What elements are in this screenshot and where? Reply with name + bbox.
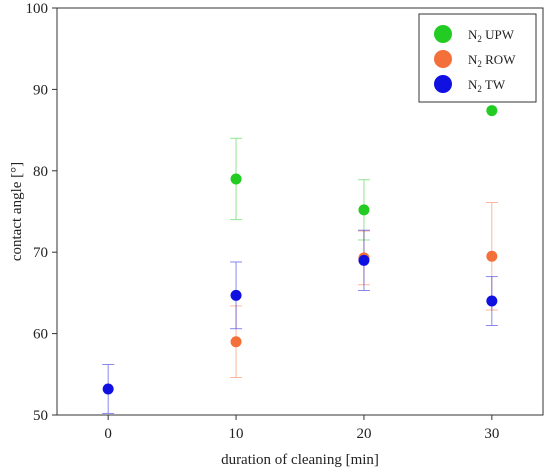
data-point (486, 250, 498, 262)
data-point (486, 105, 498, 117)
data-point (230, 289, 242, 301)
plot-frame (56, 7, 544, 416)
data-point (358, 254, 370, 266)
x-tick-label: 20 (356, 426, 371, 442)
data-point (486, 295, 498, 307)
legend-label: N2 UPW (468, 27, 515, 44)
y-axis-label: contact angle [°] (9, 162, 25, 261)
x-tick-label: 0 (104, 426, 112, 442)
data-points (102, 105, 498, 395)
y-tick-label: 60 (33, 327, 48, 343)
legend: N2 UPW N2 ROW N2 TW (418, 13, 537, 103)
legend-label: N2 ROW (468, 52, 516, 69)
legend-marker (434, 75, 452, 93)
legend-marker (434, 50, 452, 68)
data-point (358, 204, 370, 216)
y-tick-label: 80 (33, 164, 48, 180)
x-tick-label: 10 (229, 426, 244, 442)
data-point (230, 173, 242, 185)
y-tick-label: 50 (33, 408, 48, 424)
legend-label: N2 TW (468, 77, 506, 94)
data-point (102, 383, 114, 395)
y-tick-label: 100 (26, 1, 49, 17)
axis-ticks: 0 10 20 30 50 60 70 80 90 100 (26, 1, 500, 442)
x-axis-label: duration of cleaning [min] (221, 452, 379, 468)
x-tick-label: 30 (484, 426, 499, 442)
y-tick-label: 70 (33, 245, 48, 261)
legend-marker (434, 25, 452, 43)
data-point (230, 336, 242, 348)
error-bars (102, 137, 498, 414)
y-tick-label: 90 (33, 82, 48, 98)
